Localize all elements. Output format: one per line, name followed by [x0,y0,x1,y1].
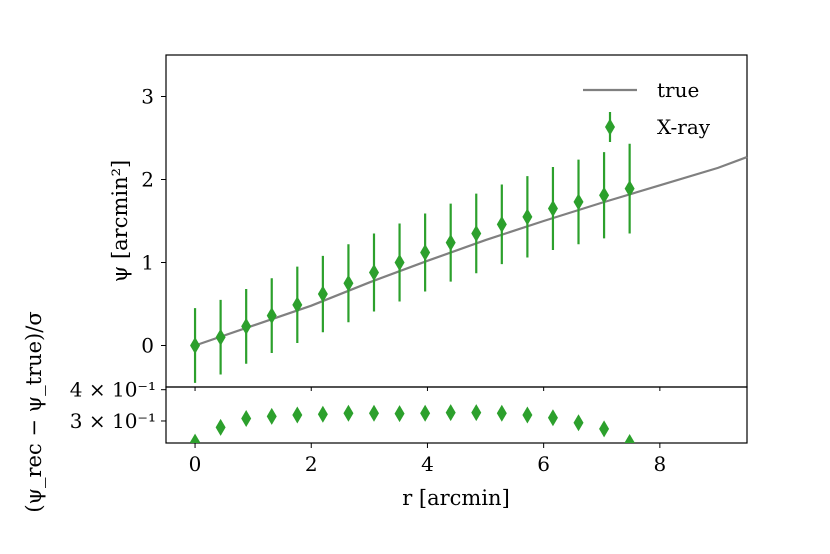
x-tick-label: 0 [189,452,202,476]
main-y-tick-label: 1 [141,251,154,275]
xray-point [445,234,456,252]
residual-point [292,406,303,424]
true-line [194,156,748,347]
xray-point [368,263,379,281]
residual-point [624,434,635,443]
main-curves [190,143,748,383]
main-y-tick-label: 2 [141,168,154,192]
xray-point [420,244,431,262]
main-panel: 0 1 2 3 ψ [arcmin²] true X-ray [108,54,748,388]
residual-point [547,409,558,427]
xray-point [215,328,226,346]
main-y-tick-label: 0 [141,334,154,358]
xray-point [522,208,533,226]
xray-point [343,274,354,292]
xray-point [573,193,584,211]
legend-true-label: true [657,78,699,102]
residual-point [368,404,379,422]
legend-xray-label: X-ray [657,115,711,139]
residual-point [241,409,252,427]
xray-point [624,180,635,198]
residual-point [317,405,328,423]
residual-point [420,404,431,422]
x-tick-label: 8 [653,452,666,476]
residual-y-ticks: 3 × 10⁻¹ 4 × 10⁻¹ [70,378,166,433]
xray-point [547,200,558,218]
residual-point [445,404,456,422]
xray-point [471,224,482,242]
xray-point [266,307,277,325]
x-tick-label: 4 [421,452,434,476]
residual-point [343,404,354,422]
main-plot-frame [165,54,748,388]
xray-point [496,215,507,233]
residual-plot-frame [165,386,748,444]
main-y-ticks: 0 1 2 3 [141,85,166,358]
residual-point [394,405,405,423]
residual-y-tick-label: 4 × 10⁻¹ [70,378,156,402]
residual-panel: 3 × 10⁻¹ 4 × 10⁻¹ 0 2 4 6 8 (ψ_rec − ψ_true)/… [22,311,748,513]
residual-y-axis-label: (ψ_rec − ψ_true)/σ [22,311,46,512]
xray-point [241,317,252,335]
residual-point [215,418,226,436]
residual-point [496,404,507,422]
residual-points [190,404,635,443]
main-y-axis-label: ψ [arcmin²] [108,160,132,282]
x-ticks: 0 2 4 6 8 [189,387,666,476]
x-tick-label: 2 [305,452,318,476]
xray-point [292,296,303,314]
residual-point [522,406,533,424]
residual-point [573,414,584,432]
x-tick-label: 6 [537,452,550,476]
x-axis-label: r [arcmin] [402,486,510,510]
legend-xray-marker [605,118,615,136]
xray-point [599,186,610,204]
residual-markers [190,404,635,443]
xray-point [317,285,328,303]
xray-point [190,337,201,354]
residual-point [190,433,201,443]
xray-point [394,254,405,271]
residual-point [471,404,482,422]
residual-point [266,407,277,425]
main-y-tick-label: 3 [141,85,154,109]
residual-point [599,420,610,438]
legend: true X-ray [583,78,711,142]
residual-y-tick-label: 3 × 10⁻¹ [70,409,156,433]
